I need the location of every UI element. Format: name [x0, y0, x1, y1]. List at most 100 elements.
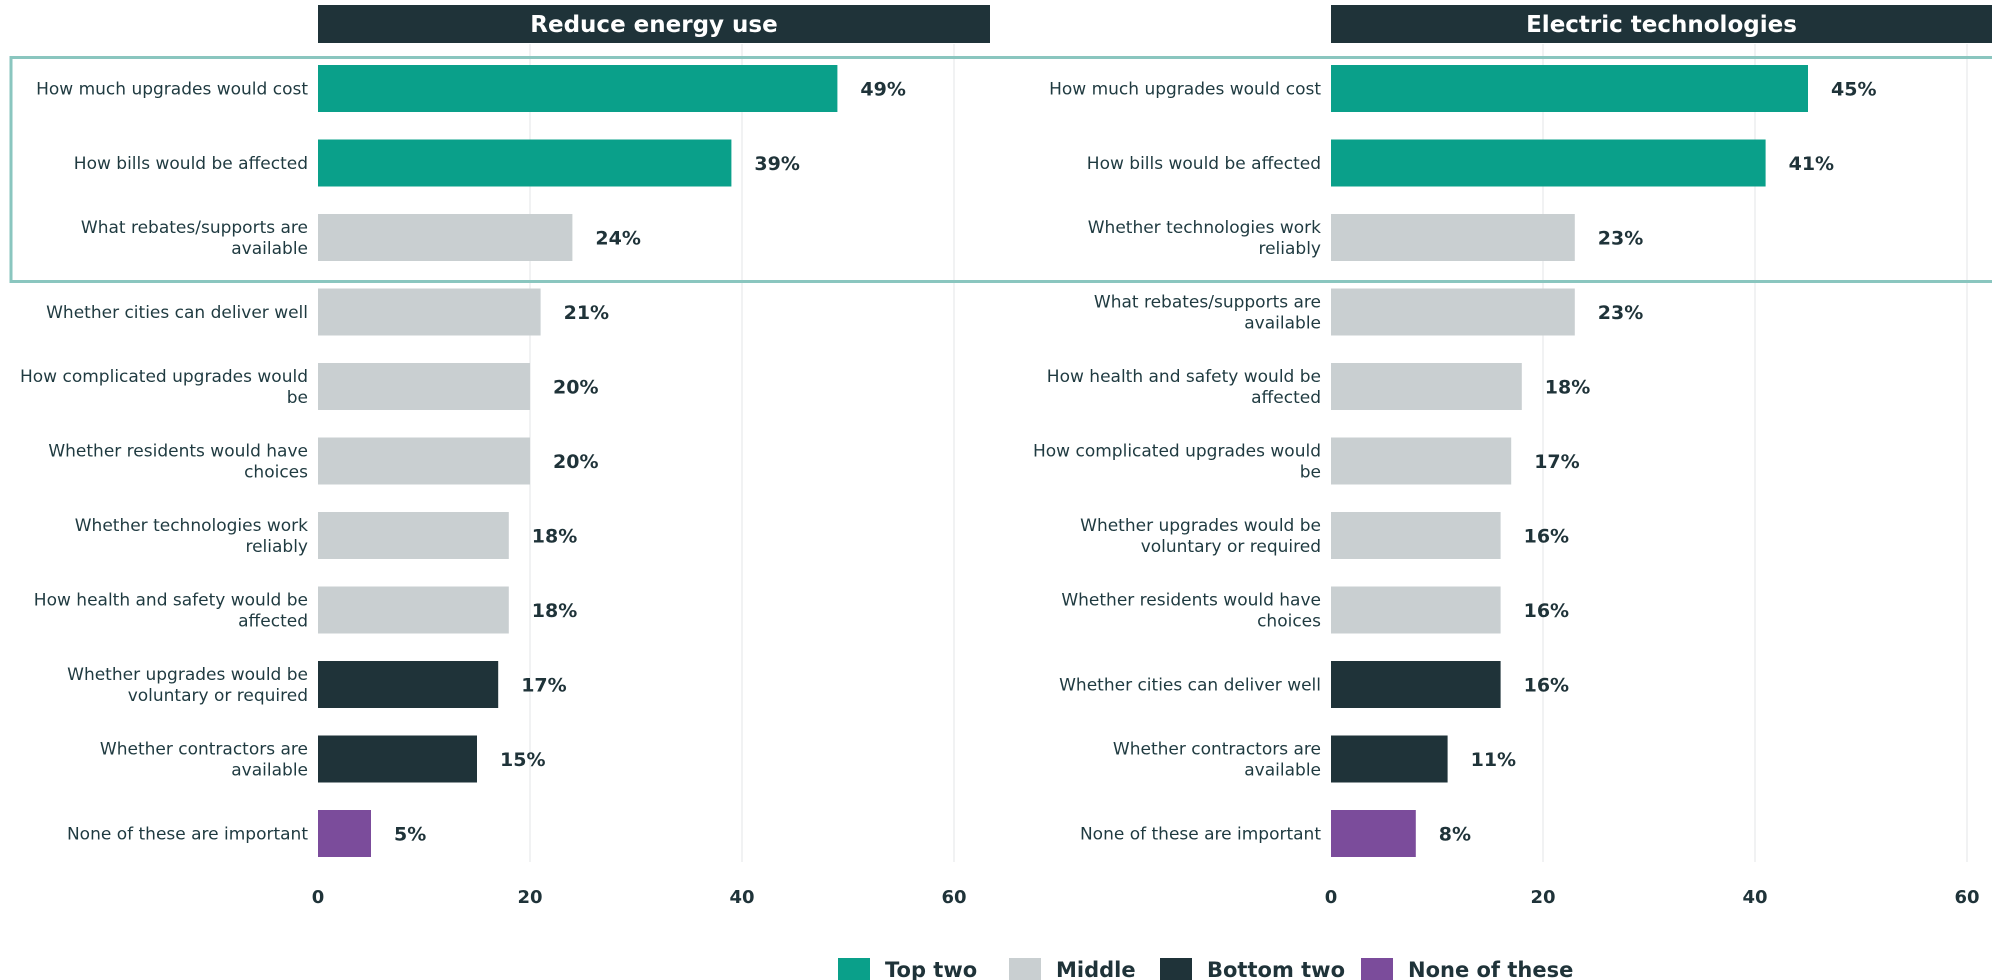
legend-label: Middle: [1056, 958, 1136, 980]
value-label: 16%: [1524, 526, 1569, 548]
x-tick-label: 20: [1530, 887, 1555, 908]
category-label: Whether technologies work reliably: [1088, 218, 1321, 259]
category-label: How health and safety would be affected: [1047, 367, 1321, 408]
x-tick-label: 20: [517, 887, 542, 908]
category-label-line: choices: [244, 463, 308, 483]
category-label-line: Whether technologies work: [1088, 218, 1321, 238]
legend: Top two Middle Bottom two None of these: [838, 958, 1573, 980]
category-label: How health and safety would be affected: [34, 591, 308, 632]
value-label: 23%: [1598, 302, 1643, 324]
bar-2: [1331, 139, 1766, 187]
bar-2: [318, 139, 732, 187]
chart-panel-2: Electric technologies 45% How much upgrade…: [1033, 5, 1992, 908]
category-label-line: affected: [238, 612, 308, 632]
category-label-line: Whether cities can deliver well: [1059, 676, 1321, 696]
value-label: 45%: [1831, 79, 1876, 101]
category-label-line: None of these are important: [67, 825, 308, 845]
category-label: Whether contractors are available: [1113, 740, 1321, 781]
value-label: 17%: [521, 675, 566, 697]
panel-title-bar: [1331, 5, 1992, 43]
bar-4: [318, 288, 541, 336]
category-label-line: None of these are important: [1080, 825, 1321, 845]
value-label: 11%: [1471, 749, 1516, 771]
bar-10: [318, 735, 477, 783]
highlight-box: [9, 56, 1992, 283]
category-label-line: Whether cities can deliver well: [46, 303, 308, 323]
category-label-line: Whether residents would have: [48, 442, 308, 462]
legend-label: Bottom two: [1207, 958, 1345, 980]
bar-3: [318, 214, 573, 261]
category-label: Whether technologies work reliably: [75, 516, 308, 557]
value-label: 18%: [532, 600, 577, 622]
category-label-line: reliably: [1258, 239, 1321, 259]
category-label-line: available: [231, 239, 308, 259]
category-label-line: affected: [1251, 388, 1321, 408]
category-label-line: How health and safety would be: [34, 591, 308, 611]
category-label: How bills would be affected: [74, 154, 308, 174]
category-label-line: How bills would be affected: [1087, 154, 1321, 174]
x-tick-label: 60: [941, 887, 966, 908]
bar-1: [1331, 65, 1808, 112]
chart-panel-1: Reduce energy use 49% How much upgrades wo…: [20, 5, 990, 908]
category-label: Whether upgrades would be voluntary or re…: [1080, 516, 1321, 557]
category-label-line: How much upgrades would cost: [36, 80, 308, 100]
category-label: None of these are important: [1080, 825, 1321, 845]
category-label-line: How much upgrades would cost: [1049, 80, 1321, 100]
value-label: 16%: [1524, 675, 1569, 697]
category-label: How complicated upgrades would be: [1033, 442, 1321, 483]
bar-11: [1331, 810, 1416, 857]
bar-5: [318, 363, 530, 410]
bar-3: [1331, 214, 1575, 261]
value-label: 41%: [1789, 153, 1834, 175]
bar-8: [318, 586, 509, 634]
category-label-line: be: [287, 388, 308, 408]
value-label: 17%: [1534, 451, 1579, 473]
legend-label: None of these: [1408, 958, 1573, 980]
bar-10: [1331, 735, 1448, 783]
category-label: None of these are important: [67, 825, 308, 845]
category-label: How much upgrades would cost: [36, 80, 308, 100]
category-label: How bills would be affected: [1087, 154, 1321, 174]
category-label: How much upgrades would cost: [1049, 80, 1321, 100]
panel-title-bar: [318, 5, 990, 43]
bar-9: [1331, 661, 1501, 708]
x-tick-label: 0: [312, 887, 325, 908]
legend-swatch-3: [1160, 958, 1192, 980]
category-label-line: Whether upgrades would be: [67, 665, 308, 685]
value-label: 18%: [532, 526, 577, 548]
category-label: Whether cities can deliver well: [46, 303, 308, 323]
value-label: 18%: [1545, 377, 1590, 399]
value-label: 39%: [754, 153, 799, 175]
value-label: 20%: [553, 377, 598, 399]
value-label: 21%: [564, 302, 609, 324]
category-label-line: be: [1300, 463, 1321, 483]
legend-swatch-2: [1009, 958, 1041, 980]
category-label: Whether cities can deliver well: [1059, 676, 1321, 696]
bar-11: [318, 810, 371, 857]
value-label: 16%: [1524, 600, 1569, 622]
category-label: Whether residents would have choices: [48, 442, 308, 483]
category-label-line: Whether contractors are: [100, 740, 308, 760]
panel-title: Reduce energy use: [530, 12, 777, 38]
bar-4: [1331, 288, 1575, 336]
category-label-line: How health and safety would be: [1047, 367, 1321, 387]
category-label: What rebates/supports are available: [81, 218, 308, 259]
bar-9: [318, 661, 499, 708]
bar-5: [1331, 363, 1522, 410]
bar-6: [318, 437, 530, 485]
value-label: 5%: [394, 824, 426, 846]
x-tick-label: 60: [1954, 887, 1979, 908]
category-label-line: Whether technologies work: [75, 516, 308, 536]
category-label-line: choices: [1257, 612, 1321, 632]
category-label-line: available: [1244, 314, 1321, 334]
category-label-line: What rebates/supports are: [1094, 293, 1321, 313]
category-label-line: reliably: [245, 537, 308, 557]
value-label: 49%: [860, 79, 905, 101]
category-label-line: How bills would be affected: [74, 154, 308, 174]
category-label: What rebates/supports are available: [1094, 293, 1321, 334]
category-label-line: Whether residents would have: [1061, 591, 1321, 611]
bar-8: [1331, 586, 1501, 634]
category-label-line: voluntary or required: [1141, 537, 1321, 557]
value-label: 23%: [1598, 228, 1643, 250]
